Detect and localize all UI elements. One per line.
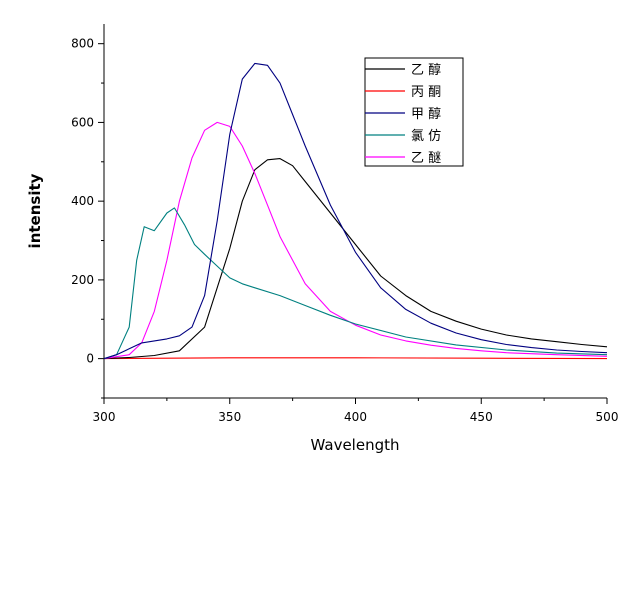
series-line <box>103 62 608 360</box>
y-tick-label: 600 <box>71 115 94 129</box>
legend-label: 甲 醇 <box>411 106 441 122</box>
legend-box <box>364 57 464 167</box>
legend-label: 丙 酮 <box>411 85 441 100</box>
axis-ticks <box>98 43 608 404</box>
x-tick-label: 350 <box>218 410 241 424</box>
series-lines <box>103 62 608 360</box>
x-tick-label: 450 <box>470 410 493 424</box>
x-tick-label: 300 <box>93 410 116 424</box>
y-tick-label: 0 <box>86 352 94 366</box>
series-line <box>103 207 608 360</box>
x-tick-label: 500 <box>596 410 619 424</box>
y-axis-title: intensity <box>26 173 44 248</box>
series-line <box>103 357 608 360</box>
legend: 乙 醇丙 酮甲 醇氯 仿乙 醚 <box>364 57 464 167</box>
axis-tick-labels: 300 350 400 450 500 0 200 400 600 800 <box>71 37 618 424</box>
series-line <box>103 121 608 360</box>
x-axis-title: Wavelength <box>311 436 400 454</box>
legend-label: 氯 仿 <box>411 129 441 144</box>
y-tick-label: 200 <box>71 273 94 287</box>
y-tick-label: 400 <box>71 194 94 208</box>
series-line <box>103 158 608 360</box>
x-tick-label: 400 <box>344 410 367 424</box>
legend-label: 乙 醇 <box>411 62 441 78</box>
y-tick-label: 800 <box>71 37 94 51</box>
legend-label: 乙 醚 <box>411 151 441 166</box>
